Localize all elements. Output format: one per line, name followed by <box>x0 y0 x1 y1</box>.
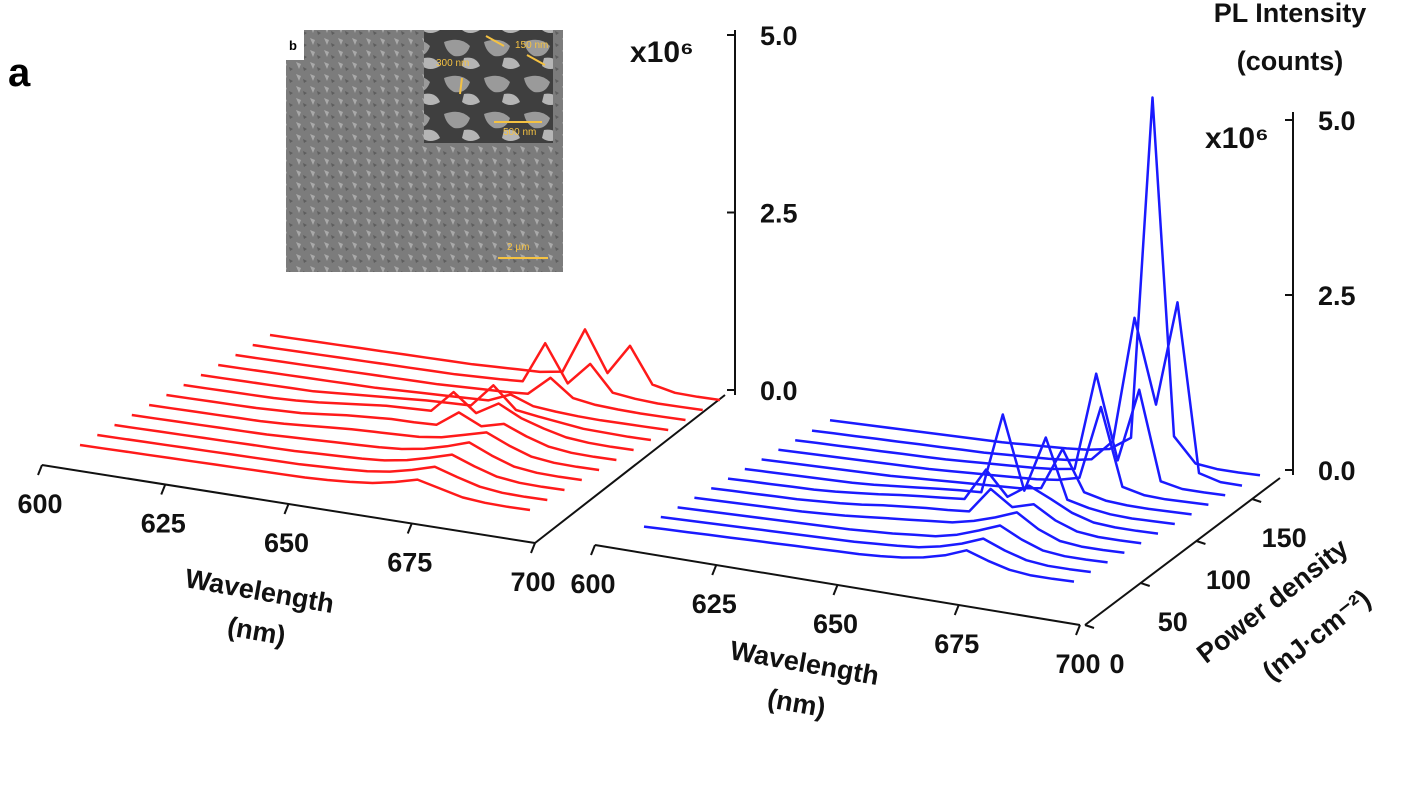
x-tick-label: 675 <box>934 629 979 659</box>
spectrum <box>761 447 1192 516</box>
y-tick-label: 0.0 <box>760 376 798 406</box>
x-tick-label: 675 <box>387 548 432 578</box>
x-tick <box>37 464 43 476</box>
arrows <box>459 35 546 95</box>
z-tick <box>1196 540 1206 545</box>
x-tick-label: 625 <box>692 589 737 619</box>
spectrum <box>269 328 721 402</box>
inset-label: b <box>289 38 297 53</box>
spectrum <box>79 443 531 512</box>
spectrum <box>727 468 1159 535</box>
z-tick <box>1084 624 1095 629</box>
x-tick <box>953 604 960 616</box>
x-tick <box>406 523 413 534</box>
y-unit: x10⁶ <box>630 36 694 69</box>
z-tick-label: 100 <box>1206 565 1251 595</box>
x-tick <box>283 503 290 515</box>
spectrum <box>114 423 565 492</box>
spectrum <box>252 341 703 412</box>
x-tick-label: 650 <box>264 528 309 558</box>
x-tick <box>160 484 167 495</box>
z-tick <box>1140 582 1151 587</box>
spectrum <box>166 393 617 462</box>
spectrum <box>677 506 1108 564</box>
spectrum <box>778 405 1209 507</box>
y-tick-label: 2.5 <box>760 199 798 229</box>
spectrum <box>148 403 600 472</box>
x-tick <box>1075 624 1081 636</box>
x-tick <box>832 584 839 596</box>
y-tick-label: 5.0 <box>1318 106 1356 136</box>
spectrum <box>235 353 686 422</box>
x-axis-title: Wavelength <box>728 635 881 691</box>
z-tick-label: 0 <box>1109 649 1124 679</box>
y-unit: x10⁶ <box>1205 122 1269 155</box>
annotation: 300 nm <box>436 58 469 69</box>
y-axis-title: PL Intensity <box>1214 0 1367 28</box>
label-box <box>286 30 304 60</box>
x-axis-title: (nm) <box>225 611 288 651</box>
spectrum <box>660 515 1091 574</box>
spectrum <box>131 413 582 482</box>
spectrum <box>795 372 1226 497</box>
x-axis-title: Wavelength <box>183 563 336 619</box>
panel-label: a <box>8 51 31 95</box>
x-tick <box>530 542 536 554</box>
x-tick <box>711 564 718 576</box>
spectrum <box>694 496 1125 555</box>
z-tick-label: 150 <box>1262 523 1307 553</box>
spectrum <box>200 373 652 442</box>
spectrum <box>183 383 634 452</box>
x-tick-label: 625 <box>141 509 186 539</box>
x-tick-label: 600 <box>17 489 62 519</box>
sem-zoom <box>424 30 553 143</box>
x-tick-label: 600 <box>570 569 615 599</box>
spectrum <box>711 486 1142 545</box>
x-tick-label: 700 <box>1055 649 1100 679</box>
spectrum <box>218 363 669 432</box>
spectrum <box>97 433 548 502</box>
x-tick-label: 650 <box>813 609 858 639</box>
spectrum <box>811 301 1243 487</box>
annotation: 150 nm <box>515 40 548 51</box>
spectrum <box>643 525 1075 583</box>
annotation: 500 nm <box>503 127 536 138</box>
spectrum <box>744 413 1175 526</box>
z-tick-label: 50 <box>1158 607 1188 637</box>
y-axis-title: (counts) <box>1237 46 1343 76</box>
depth-axis <box>1084 477 1281 626</box>
y-tick-label: 0.0 <box>1318 456 1356 486</box>
y-tick-label: 5.0 <box>760 21 798 51</box>
y-tick-label: 2.5 <box>1318 281 1356 311</box>
z-tick <box>1251 498 1262 503</box>
x-axis-title: (nm) <box>765 683 828 723</box>
inset-image: b 300 nm 150 nm 500 nm 2 µm <box>286 30 563 272</box>
x-tick-label: 700 <box>510 567 555 597</box>
x-tick <box>590 544 596 556</box>
z-axis-title: Power density <box>1191 533 1354 669</box>
scale-bar-label: 2 µm <box>507 242 529 253</box>
depth-axis <box>534 394 726 544</box>
spectrum <box>829 96 1261 477</box>
